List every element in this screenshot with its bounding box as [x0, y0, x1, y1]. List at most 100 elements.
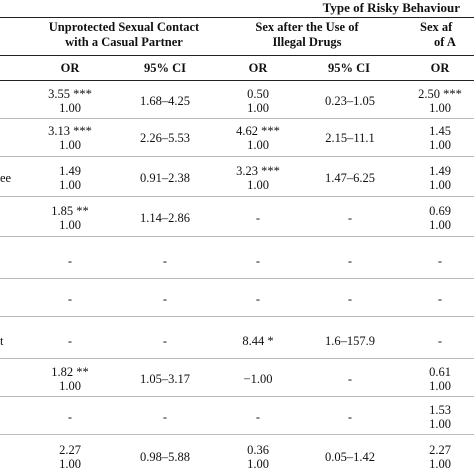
cell-or3: 1.53 1.00: [405, 403, 474, 431]
cell-value: 1.00: [59, 379, 81, 393]
group-header-2: Sex after the Use of Illegal Drugs: [255, 20, 359, 49]
cell-ci1: 1.05–3.17: [140, 372, 190, 386]
cell-value: 0.36: [247, 443, 269, 457]
cell-value: 1.00: [429, 138, 451, 152]
cell-or3: 1.45 1.00: [405, 124, 474, 152]
cell-or1: -: [30, 334, 110, 348]
super-header: Type of Risky Behaviour: [322, 0, 460, 15]
table-row: 3.13 *** 1.00 2.26–5.53 4.62 *** 1.00 2.15–11…: [0, 120, 474, 156]
cell-or1: -: [30, 410, 110, 424]
cell-value: -: [255, 211, 261, 225]
row-label: ee: [0, 171, 12, 185]
subheader-or-3: OR: [430, 61, 450, 75]
cell-or1: 1.82 ** 1.00: [30, 365, 110, 393]
cell-value: 1.00: [429, 178, 451, 192]
subheader-or-2: OR: [248, 61, 268, 75]
cell-value: 8.44 *: [242, 334, 274, 348]
cell-value: -: [255, 254, 261, 268]
cell-value: 3.23 ***: [236, 164, 280, 178]
cell-ci1: -: [162, 254, 168, 268]
cell-or3: 2.27 1.00: [405, 443, 474, 471]
cell-value: 4.62 ***: [236, 124, 280, 138]
cell-ci1: -: [162, 410, 168, 424]
row-divider: [0, 156, 474, 157]
cell-or1: 2.27 1.00: [30, 443, 110, 471]
cell-or2: -: [220, 292, 296, 306]
cell-value: 1.00: [429, 457, 451, 471]
group-rule: [0, 55, 474, 56]
cell-value: -: [67, 292, 73, 306]
row-divider: [0, 118, 474, 119]
cell-value: -: [255, 292, 261, 306]
cell-value: 3.55 ***: [48, 87, 92, 101]
cell-value: 1.00: [429, 101, 451, 115]
cell-or2: 8.44 *: [220, 334, 296, 348]
table-row: ee 1.49 1.00 0.91–2.38 3.23 *** 1.00 1.47–6.25…: [0, 160, 474, 196]
cell-or2: 3.23 *** 1.00: [220, 164, 296, 192]
cell-value: -: [437, 334, 443, 348]
cell-value: 2.27: [429, 443, 451, 457]
row-divider: [0, 316, 474, 317]
row-divider: [0, 358, 474, 359]
cell-or1: 1.49 1.00: [30, 164, 110, 192]
cell-value: 0.69: [429, 204, 451, 218]
table-row: t - - 8.44 * 1.6–157.9 -: [0, 324, 474, 358]
cell-ci2: -: [347, 211, 353, 225]
cell-or3: -: [405, 254, 474, 268]
cell-value: 3.13 ***: [48, 124, 92, 138]
cell-value: -: [67, 254, 73, 268]
cell-ci1: 0.91–2.38: [140, 171, 190, 185]
cell-value: 1.00: [59, 218, 81, 232]
subheader-or-1: OR: [60, 61, 80, 75]
table-row: - - - - 1.53 1.00: [0, 400, 474, 434]
group-header-1: Unprotected Sexual Contact with a Casual…: [48, 20, 200, 49]
cell-ci2: -: [347, 292, 353, 306]
table-row: 1.85 ** 1.00 1.14–2.86- -0.69 1.00: [0, 200, 474, 236]
cell-ci1: 2.26–5.53: [140, 131, 190, 145]
row-divider: [0, 236, 474, 237]
row-divider: [0, 196, 474, 197]
row-divider: [0, 396, 474, 397]
cell-or3: 2.50 *** 1.00: [405, 87, 474, 115]
cell-value: 2.50 ***: [418, 87, 462, 101]
table-row: -----: [0, 282, 474, 316]
cell-or3: 1.49 1.00: [405, 164, 474, 192]
table-row: -----: [0, 244, 474, 278]
table-row: 2.27 1.00 0.98–5.88 0.36 1.00 0.05–1.42 2.27 1.…: [0, 440, 474, 474]
table-row: 1.82 ** 1.00 1.05–3.17 −1.00-0.61 1.00: [0, 362, 474, 396]
cell-or2: -: [220, 211, 296, 225]
cell-value: 1.00: [59, 178, 81, 192]
cell-ci1: 0.98–5.88: [140, 450, 190, 464]
cell-value: −1.00: [243, 372, 273, 386]
cell-value: -: [67, 410, 73, 424]
cell-value: 1.00: [59, 101, 81, 115]
header-rule: [0, 80, 474, 81]
cell-or3: -: [405, 334, 474, 348]
cell-or1: -: [30, 254, 110, 268]
cell-or2: -: [220, 410, 296, 424]
cell-value: 1.00: [59, 138, 81, 152]
cell-or3: -: [405, 292, 474, 306]
cell-ci1: 1.68–4.25: [140, 94, 190, 108]
cell-ci2: 0.23–1.05: [325, 94, 375, 108]
cell-ci2: 1.47–6.25: [325, 171, 375, 185]
cell-value: 1.00: [59, 457, 81, 471]
cell-ci2: 2.15–11.1: [325, 131, 375, 145]
group-header-3: Sex af of A: [420, 20, 456, 49]
cell-or2: −1.00: [220, 372, 296, 386]
row-divider: [0, 278, 474, 279]
subheader-ci-1: 95% CI: [143, 61, 187, 75]
cell-value: 1.00: [247, 457, 269, 471]
cell-or1: 3.13 *** 1.00: [30, 124, 110, 152]
cell-or3: 0.61 1.00: [405, 365, 474, 393]
cell-value: 0.50: [247, 87, 269, 101]
cell-or2: 0.36 1.00: [220, 443, 296, 471]
table-row: 3.55 *** 1.00 1.68–4.25 0.50 1.00 0.23–1.05 2.…: [0, 84, 474, 118]
row-divider: [0, 434, 474, 435]
cell-value: -: [437, 254, 443, 268]
cell-value: 1.85 **: [51, 204, 89, 218]
cell-value: 1.00: [429, 379, 451, 393]
cell-or2: 4.62 *** 1.00: [220, 124, 296, 152]
subheader-ci-2: 95% CI: [327, 61, 371, 75]
